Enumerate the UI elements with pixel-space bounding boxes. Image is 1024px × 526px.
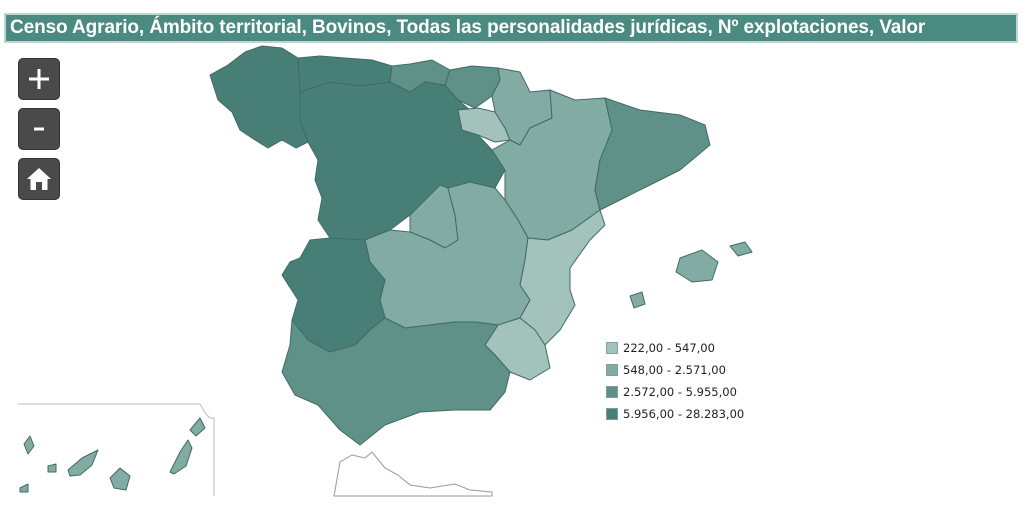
- region-canarias-hierro[interactable]: [19, 483, 29, 493]
- region-canarias-fuerteventura[interactable]: [169, 439, 193, 475]
- region-canarias-tenerife[interactable]: [67, 449, 99, 477]
- legend-label: 222,00 - 547,00: [623, 341, 715, 355]
- plus-icon: [29, 69, 49, 89]
- home-icon: [27, 168, 51, 190]
- region-cataluna[interactable]: [594, 97, 711, 211]
- legend-item: 548,00 - 2.571,00: [606, 359, 744, 381]
- map-title-bar: Censo Agrario, Ámbito territorial, Bovin…: [4, 13, 1018, 43]
- canarias-inset-frame: [18, 403, 215, 496]
- region-andalucia[interactable]: [281, 317, 511, 446]
- legend: 222,00 - 547,00 548,00 - 2.571,00 2.572,…: [606, 337, 744, 425]
- africa-outline: [333, 451, 493, 497]
- region-baleares-ibiza[interactable]: [629, 291, 646, 309]
- legend-item: 222,00 - 547,00: [606, 337, 744, 359]
- region-galicia[interactable]: [209, 45, 309, 149]
- legend-swatch: [606, 364, 618, 376]
- legend-item: 5.956,00 - 28.283,00: [606, 403, 744, 425]
- region-canarias-lanzarote[interactable]: [189, 417, 206, 437]
- zoom-in-button[interactable]: [18, 58, 60, 100]
- region-canarias-gomera[interactable]: [47, 463, 57, 473]
- map-title: Censo Agrario, Ámbito territorial, Bovin…: [10, 17, 926, 38]
- zoom-out-button[interactable]: [18, 108, 60, 150]
- legend-item: 2.572,00 - 5.955,00: [606, 381, 744, 403]
- legend-swatch: [606, 408, 618, 420]
- home-button[interactable]: [18, 158, 60, 200]
- region-baleares-menorca[interactable]: [729, 241, 753, 257]
- legend-label: 2.572,00 - 5.955,00: [623, 385, 737, 399]
- minus-icon: [34, 127, 44, 131]
- legend-label: 5.956,00 - 28.283,00: [623, 407, 745, 421]
- legend-label: 548,00 - 2.571,00: [623, 363, 726, 377]
- legend-swatch: [606, 386, 618, 398]
- region-baleares-mallorca[interactable]: [675, 249, 719, 283]
- region-canarias-gran-canaria[interactable]: [109, 467, 131, 491]
- region-canarias-la-palma[interactable]: [23, 435, 35, 455]
- legend-swatch: [606, 342, 618, 354]
